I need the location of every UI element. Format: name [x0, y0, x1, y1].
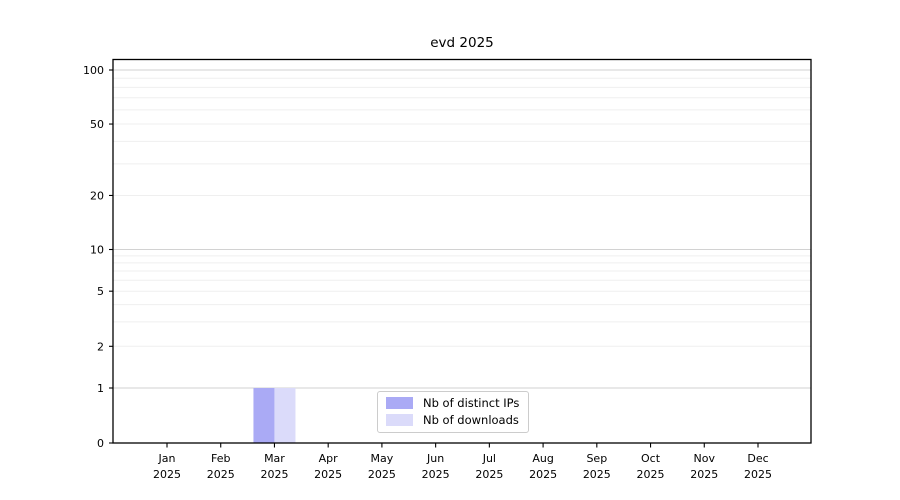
y-tick-label: 20 [90, 189, 104, 202]
legend-item-distinct-ips: Nb of distinct IPs [386, 396, 519, 410]
bar-distinct-ips [253, 388, 275, 443]
x-tick-label-year: 2025 [529, 468, 557, 481]
y-tick-label: 50 [90, 118, 104, 131]
x-tick-label-year: 2025 [583, 468, 611, 481]
y-tick-label: 1 [97, 382, 104, 395]
legend-swatch-distinct-ips-icon [386, 397, 413, 409]
x-tick-label-month: May [371, 452, 394, 465]
x-tick-label-month: Mar [264, 452, 285, 465]
legend-swatch-downloads-icon [386, 414, 413, 426]
x-tick-label-year: 2025 [207, 468, 235, 481]
x-tick-label-month: Aug [532, 452, 553, 465]
legend: Nb of distinct IPs Nb of downloads [377, 391, 530, 433]
x-tick-label-month: Nov [694, 452, 716, 465]
x-tick-label-month: Jan [158, 452, 176, 465]
x-tick-label-month: Jun [426, 452, 444, 465]
x-tick-label-year: 2025 [260, 468, 288, 481]
x-tick-label-month: Oct [641, 452, 661, 465]
y-tick-label: 0 [97, 437, 104, 450]
y-tick-label: 5 [97, 285, 104, 298]
x-tick-label-year: 2025 [314, 468, 342, 481]
y-tick-label: 2 [97, 340, 104, 353]
legend-item-downloads: Nb of downloads [386, 413, 519, 427]
x-tick-label-month: Apr [319, 452, 339, 465]
x-tick-label-year: 2025 [422, 468, 450, 481]
legend-label-downloads: Nb of downloads [423, 413, 519, 427]
x-tick-label-year: 2025 [744, 468, 772, 481]
x-tick-label-year: 2025 [368, 468, 396, 481]
x-tick-label-month: Feb [211, 452, 230, 465]
plot-frame [112, 58, 812, 444]
x-tick-label-year: 2025 [637, 468, 665, 481]
chart-title: evd 2025 [430, 35, 494, 51]
y-tick-label: 100 [83, 64, 104, 77]
y-tick-label: 10 [90, 244, 104, 257]
x-tick-label-year: 2025 [475, 468, 503, 481]
legend-label-distinct-ips: Nb of distinct IPs [423, 396, 520, 410]
x-tick-label-month: Sep [586, 452, 607, 465]
bar-downloads [274, 388, 296, 443]
x-tick-label-month: Dec [747, 452, 768, 465]
x-tick-label-month: Jul [482, 452, 496, 465]
x-tick-label-year: 2025 [153, 468, 181, 481]
x-tick-label-year: 2025 [690, 468, 718, 481]
